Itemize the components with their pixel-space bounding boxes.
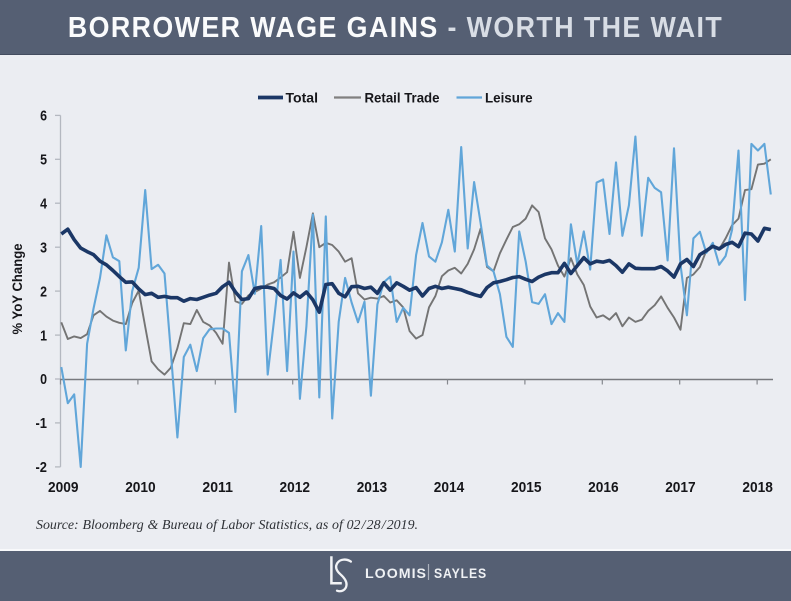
svg-text:2018: 2018 [742, 480, 773, 496]
svg-text:5: 5 [40, 153, 47, 169]
svg-text:Leisure: Leisure [485, 90, 533, 106]
svg-text:% YoY Change: % YoY Change [10, 243, 25, 334]
svg-text:2013: 2013 [357, 480, 388, 496]
svg-text:SAYLES: SAYLES [434, 565, 487, 581]
svg-text:3: 3 [40, 240, 47, 256]
svg-text:2014: 2014 [434, 480, 465, 496]
svg-text:-2: -2 [36, 460, 48, 476]
svg-text:1: 1 [40, 328, 47, 344]
svg-text:2016: 2016 [588, 480, 619, 496]
svg-text:Total: Total [286, 90, 319, 106]
svg-text:2011: 2011 [202, 480, 233, 496]
svg-text:Retail Trade: Retail Trade [365, 90, 440, 106]
svg-text:LOOMIS: LOOMIS [365, 565, 427, 581]
svg-text:2009: 2009 [48, 480, 79, 496]
svg-text:-1: -1 [36, 416, 48, 432]
svg-text:2015: 2015 [511, 480, 542, 496]
svg-text:0: 0 [40, 372, 47, 388]
svg-text:4: 4 [40, 196, 48, 212]
svg-text:2012: 2012 [280, 480, 311, 496]
svg-text:6: 6 [40, 109, 47, 125]
svg-text:2: 2 [40, 284, 47, 300]
svg-text:2010: 2010 [125, 480, 156, 496]
svg-text:2017: 2017 [665, 480, 696, 496]
